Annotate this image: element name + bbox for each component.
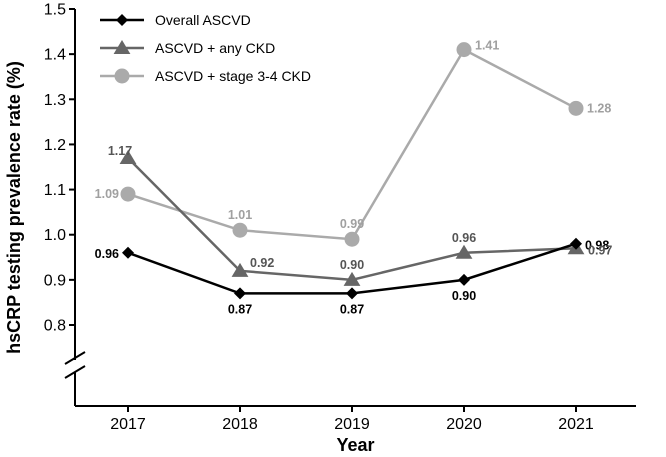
series-diamond	[122, 237, 582, 300]
data-label: 0.90	[452, 289, 476, 303]
data-labels: 0.96 0.87 0.87 0.90 0.98 1.17 0.92 0.90 0.96 0.97…	[95, 39, 613, 317]
data-point-circle	[344, 231, 360, 247]
data-label: 0.96	[452, 231, 476, 245]
data-label: 0.92	[250, 256, 274, 270]
data-label: 0.87	[340, 302, 364, 316]
data-label: 1.09	[95, 187, 119, 201]
data-point-triangle	[343, 271, 361, 286]
y-tick-label: 1.3	[44, 92, 66, 109]
data-point-diamond	[116, 14, 128, 26]
y-axis-break-mark	[64, 365, 86, 379]
data-point-circle	[232, 222, 248, 238]
legend: Overall ASCVD ASCVD + any CKD ASCVD + stag…	[100, 12, 311, 84]
data-point-circle	[456, 42, 472, 58]
x-axis-title: Year	[336, 435, 374, 455]
y-axis-break-mark	[64, 351, 86, 365]
data-point-diamond	[346, 287, 358, 300]
legend-item: ASCVD + any CKD	[100, 40, 275, 56]
legend-item: ASCVD + stage 3-4 CKD	[100, 68, 311, 84]
legend-label: Overall ASCVD	[155, 12, 251, 28]
series-circle	[120, 42, 584, 247]
data-point-triangle	[119, 149, 137, 164]
data-label: 1.41	[475, 39, 499, 53]
data-point-diamond	[122, 246, 134, 259]
data-point-diamond	[458, 273, 470, 286]
x-axis-ticks: 2017 2018 2019 2020 2021	[110, 406, 594, 433]
legend-label: ASCVD + stage 3-4 CKD	[155, 68, 311, 84]
y-tick-label: 0.8	[44, 318, 66, 335]
y-tick-label: 1.2	[44, 137, 66, 154]
x-tick-label: 2021	[558, 416, 594, 433]
x-tick-label: 2018	[222, 416, 258, 433]
data-point-circle	[114, 68, 130, 84]
data-label: 0.99	[340, 217, 364, 231]
axes	[64, 9, 636, 407]
y-tick-label: 1.5	[44, 2, 66, 19]
data-point-circle	[568, 100, 584, 116]
x-tick-label: 2017	[110, 416, 146, 433]
x-tick-label: 2020	[446, 416, 482, 433]
y-axis-title: hsCRP testing prevalence rate (%)	[4, 61, 24, 354]
data-point-diamond	[234, 287, 246, 300]
series-layer	[119, 42, 585, 300]
y-tick-label: 0.9	[44, 272, 66, 289]
legend-item: Overall ASCVD	[100, 12, 251, 28]
data-label: 0.87	[228, 302, 252, 316]
data-label: 1.01	[228, 208, 252, 222]
data-point-circle	[120, 186, 136, 202]
data-point-triangle	[231, 262, 249, 277]
data-label: 0.96	[95, 247, 119, 261]
x-tick-label: 2019	[334, 416, 370, 433]
y-tick-label: 1.0	[44, 227, 66, 244]
data-point-triangle	[455, 244, 473, 259]
data-label: 0.98	[585, 239, 609, 253]
y-tick-label: 1.1	[44, 182, 66, 199]
data-label: 0.97	[588, 243, 612, 257]
data-label: 0.90	[340, 258, 364, 272]
data-point-triangle	[113, 40, 131, 54]
y-tick-label: 1.4	[44, 47, 66, 64]
legend-label: ASCVD + any CKD	[155, 40, 275, 56]
data-label: 1.28	[587, 101, 611, 115]
data-label: 1.17	[108, 144, 132, 158]
y-axis-ticks: 0.8 0.9 1.0 1.1 1.2 1.3 1.4 1.5	[44, 2, 75, 335]
data-point-diamond	[570, 237, 582, 250]
